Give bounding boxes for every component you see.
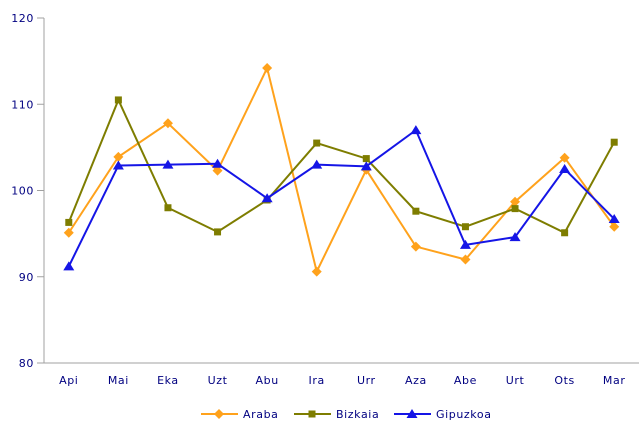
x-category-label: Api (59, 374, 78, 387)
series-marker-araba (460, 254, 471, 265)
series-marker-araba (63, 227, 74, 238)
legend-label-gipuzkoa: Gipuzkoa (436, 408, 492, 421)
legend-item-araba: Araba (201, 408, 279, 421)
series-marker-araba (559, 152, 570, 163)
y-tick-label: 120 (11, 12, 34, 25)
series-marker-bizkaia (214, 228, 222, 236)
x-category-label: Abe (454, 374, 477, 387)
legend-label-araba: Araba (243, 408, 279, 421)
series-marker-gipuzkoa (162, 159, 174, 169)
series-marker-araba (410, 241, 421, 252)
series-marker-araba (609, 221, 620, 232)
legend-marker-araba (214, 409, 224, 419)
legend-marker-bizkaia (308, 410, 316, 418)
series-marker-gipuzkoa (360, 161, 372, 171)
series-marker-araba (162, 118, 173, 129)
y-tick-label: 80 (19, 357, 34, 370)
series-marker-gipuzkoa (410, 125, 422, 135)
legend-marker-gipuzkoa (406, 409, 418, 418)
x-category-label: Ira (309, 374, 325, 387)
y-tick-label: 90 (19, 271, 34, 284)
series-marker-araba (262, 63, 273, 74)
series-line-bizkaia (67, 97, 616, 235)
series-marker-araba (311, 266, 322, 277)
x-category-label: Urt (506, 374, 525, 387)
x-category-label: Ots (554, 374, 575, 387)
series-marker-araba (113, 151, 124, 162)
y-tick-label: 100 (11, 185, 34, 198)
series-marker-araba (510, 196, 521, 207)
series-marker-bizkaia (561, 229, 569, 237)
series-marker-gipuzkoa (559, 163, 571, 173)
series-marker-bizkaia (412, 207, 420, 215)
series-marker-gipuzkoa (459, 239, 471, 249)
y-tick-label: 110 (11, 98, 34, 111)
series-marker-bizkaia (461, 223, 469, 231)
series-marker-bizkaia (362, 155, 370, 163)
series-marker-gipuzkoa (261, 193, 273, 203)
series-marker-bizkaia (65, 218, 73, 226)
series-marker-gipuzkoa (212, 158, 224, 168)
x-category-label: Mar (603, 374, 626, 387)
series-marker-gipuzkoa (311, 159, 323, 169)
series-marker-gipuzkoa (608, 213, 620, 223)
x-category-label: Eka (157, 374, 179, 387)
series-marker-gipuzkoa (509, 232, 521, 242)
series-marker-araba (212, 165, 223, 176)
series-marker-bizkaia (610, 138, 618, 146)
x-category-label: Aza (405, 374, 427, 387)
series-marker-bizkaia (313, 139, 321, 147)
series-marker-gipuzkoa (112, 160, 124, 170)
x-category-label: Urr (357, 374, 376, 387)
legend-item-gipuzkoa: Gipuzkoa (394, 408, 492, 421)
x-category-label: Mai (108, 374, 129, 387)
series-marker-bizkaia (114, 96, 122, 104)
series-marker-bizkaia (164, 204, 172, 212)
series-marker-bizkaia (511, 205, 519, 213)
legend-label-bizkaia: Bizkaia (336, 408, 379, 421)
series-line-araba (67, 65, 616, 275)
legend-item-bizkaia: Bizkaia (294, 408, 379, 421)
x-category-label: Abu (255, 374, 278, 387)
x-category-label: Uzt (208, 374, 228, 387)
series-line-gipuzkoa (67, 128, 615, 267)
series-marker-gipuzkoa (63, 261, 75, 271)
